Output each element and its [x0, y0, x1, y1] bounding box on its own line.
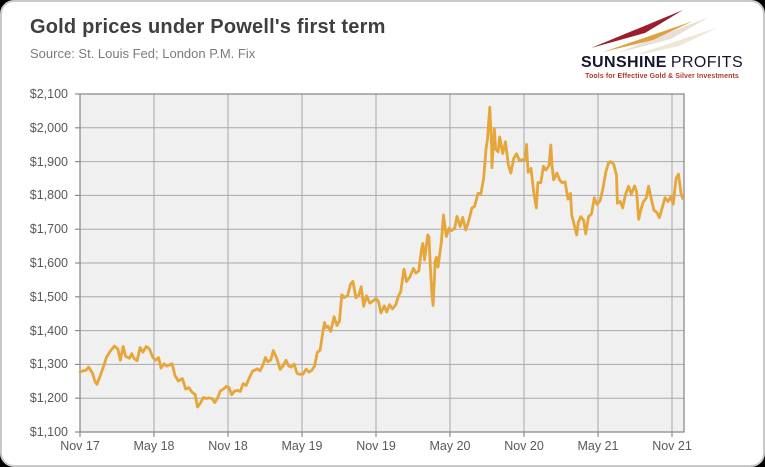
x-axis-tick-label: Nov 19	[356, 439, 396, 453]
logo-name-profits: PROFITS	[670, 54, 744, 71]
logo-name-sunshine: SUNSHINE	[580, 54, 667, 71]
logo-gold-swoosh	[603, 21, 693, 52]
y-axis-tick-label: $1,900	[29, 154, 68, 169]
x-axis-tick-label: Nov 18	[208, 439, 248, 453]
y-axis-tick-label: $2,100	[29, 87, 68, 101]
y-axis-tick-label: $1,800	[29, 188, 68, 203]
y-axis-tick-label: $1,500	[29, 289, 68, 304]
x-axis-tick-label: May 19	[281, 439, 323, 453]
x-axis-tick-label: May 20	[429, 439, 471, 453]
y-axis-tick-label: $1,200	[29, 391, 68, 406]
x-axis-tick-label: Nov 21	[652, 439, 692, 453]
logo-swoosh-icon	[591, 10, 719, 54]
x-axis-tick-label: Nov 20	[504, 439, 544, 453]
y-axis-tick-label: $2,000	[29, 120, 68, 135]
x-axis-tick-label: May 18	[133, 439, 175, 453]
y-axis-tick-label: $1,300	[29, 357, 68, 372]
y-axis-tick-label: $1,600	[29, 256, 68, 270]
y-axis-tick-label: $1,700	[29, 222, 68, 237]
logo-tagline: Tools for Effective Gold & Silver Invest…	[585, 73, 739, 80]
x-axis-tick-label: Nov 17	[60, 439, 100, 453]
logo-name: SUNSHINE PROFITS	[581, 54, 743, 71]
y-axis-tick-label: $1,400	[29, 323, 68, 338]
logo-maroon-swoosh	[591, 10, 683, 48]
x-axis-tick-label: May 21	[577, 439, 619, 453]
gold-price-chart	[75, 93, 685, 437]
sunshine-profits-logo: SUNSHINE PROFITS Tools for Effective Gold…	[573, 8, 751, 80]
page-title: Gold prices under Powell's first term	[30, 16, 386, 38]
source-text: Source: St. Louis Fed; London P.M. Fix	[30, 46, 256, 61]
y-axis-tick-label: $1,100	[29, 425, 68, 439]
gold-price-line	[78, 105, 685, 409]
